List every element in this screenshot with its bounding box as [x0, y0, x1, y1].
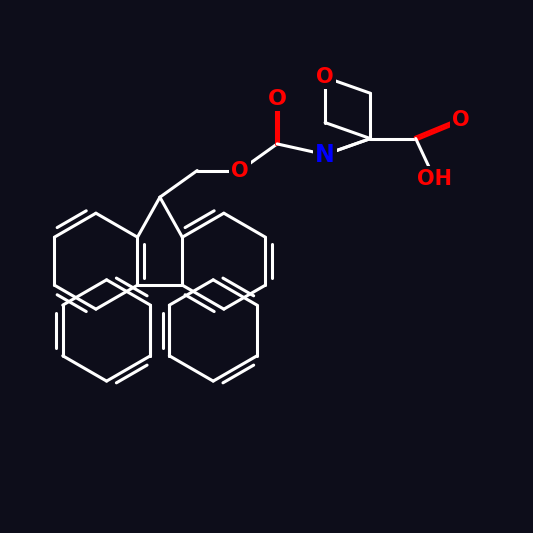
Text: O: O — [231, 160, 249, 181]
Text: O: O — [268, 88, 287, 109]
Text: OH: OH — [417, 168, 452, 189]
Text: O: O — [316, 67, 334, 87]
Text: N: N — [315, 142, 335, 167]
Text: O: O — [452, 110, 470, 130]
